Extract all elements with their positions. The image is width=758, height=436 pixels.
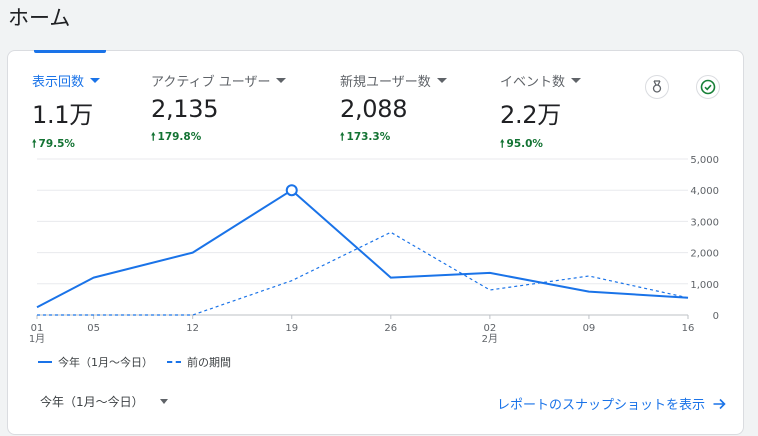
metric-active-users-value: 2,135 [151,95,219,123]
metric-views-label[interactable]: 表示回数 [32,71,101,90]
metric-active-users-label[interactable]: アクティブ ユーザー [151,71,287,90]
arrow-up-icon: 🠕 [340,131,345,143]
series-line-previous [37,231,689,316]
x-month-label: 1月 [29,333,45,345]
metric-active-users-delta: 🠕 179.8% [151,131,202,143]
arrow-up-icon: 🠕 [32,138,37,150]
metric-events-label[interactable]: イベント数 [500,71,582,90]
y-tick-label: 5,000 [690,155,719,166]
x-tick-label: 26 [384,323,397,334]
x-tick-label: 09 [583,323,596,334]
legend-solid-swatch [38,361,52,363]
x-tick-label: 01 [31,323,44,334]
x-month-label: 2月 [482,333,498,345]
y-tick-label: 2,000 [690,249,719,260]
series-line-current [36,189,689,309]
y-tick-label: 4,000 [690,186,719,197]
active-metric-indicator [34,50,106,53]
metric-views[interactable]: 表示回数 1.1万 🠕 79.5% [32,71,101,154]
x-tick-label: 12 [186,323,199,334]
date-range-select[interactable]: 今年（1月～今日） [40,393,168,410]
status-button[interactable] [696,75,720,99]
y-tick-label: 1,000 [690,280,719,291]
chevron-down-icon [276,78,287,83]
page-title: ホーム [8,6,71,30]
chevron-down-icon [159,399,168,404]
metric-active-users[interactable]: アクティブ ユーザー 2,135 🠕 179.8% [151,71,287,147]
chart-legend: 今年（1月～今日） 前の期間 [38,354,231,370]
legend-item-current: 今年（1月～今日） [38,354,153,370]
chevron-down-icon [571,78,582,83]
metric-events-delta: 🠕 95.0% [500,138,543,150]
y-tick-label: 0 [713,311,719,322]
overview-card: 表示回数 1.1万 🠕 79.5% アクティブ ユーザー 2,135 🠕 179.8… [7,50,744,435]
check-circle-icon [700,79,716,95]
metric-new-users-delta: 🠕 173.3% [340,131,391,143]
view-report-snapshot-link[interactable]: レポートのスナップショットを表示 [497,394,726,413]
arrow-right-icon [713,398,726,409]
metric-views-delta: 🠕 79.5% [32,138,75,150]
metric-new-users-label[interactable]: 新規ユーザー数 [340,71,447,90]
x-tick-label: 02 [484,323,497,334]
x-tick-label: 16 [682,323,695,334]
metric-views-value: 1.1万 [32,101,93,129]
arrow-up-icon: 🠕 [151,131,156,143]
metric-new-users[interactable]: 新規ユーザー数 2,088 🠕 173.3% [340,71,447,147]
metric-events[interactable]: イベント数 2.2万 🠕 95.0% [500,71,582,154]
x-tick-label: 05 [87,323,100,334]
metric-new-users-value: 2,088 [340,95,408,123]
arrow-up-icon: 🠕 [500,138,505,150]
legend-item-previous: 前の期間 [167,354,231,370]
metric-events-value: 2.2万 [500,101,561,129]
chevron-down-icon [90,78,101,83]
insights-button[interactable] [645,75,669,99]
highlight-point [285,184,298,197]
y-tick-label: 3,000 [690,217,719,228]
insights-badge-icon [652,80,662,93]
x-tick-label: 19 [285,323,298,334]
chevron-down-icon [436,78,447,83]
legend-dashed-swatch [167,361,181,363]
